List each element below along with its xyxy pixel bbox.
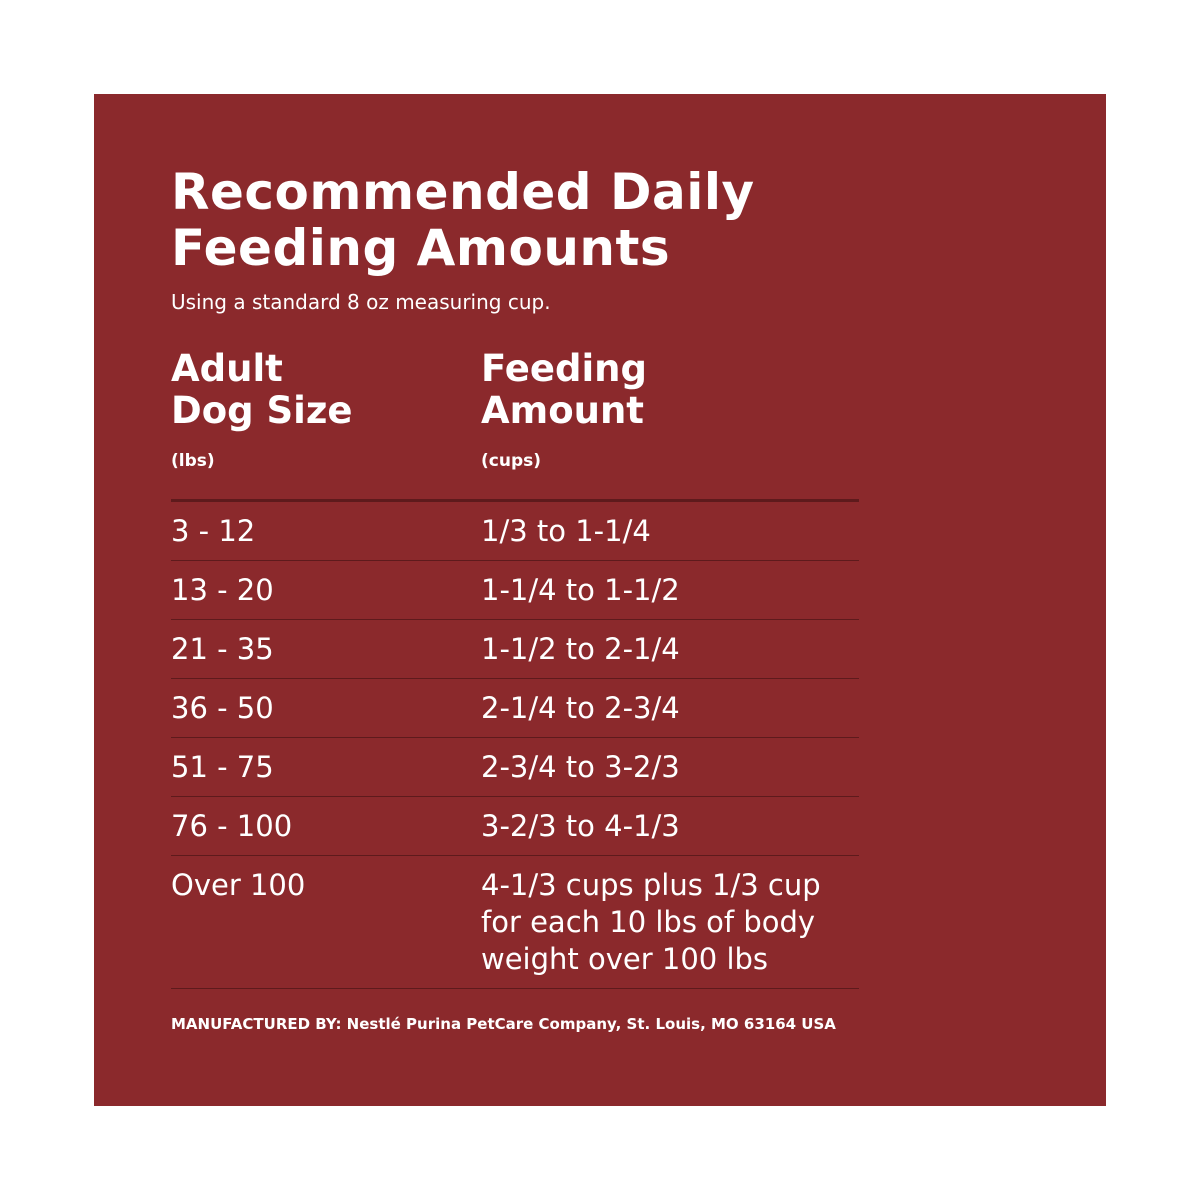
feeding-amount-cell: 1/3 to 1-1/4 [481,514,651,548]
dog-size-cell: 76 - 100 [171,809,293,843]
dog-size-cell: 36 - 50 [171,691,274,725]
table-row: 76 - 100 3-2/3 to 4-1/3 [171,797,859,856]
feeding-amount-cell: 1-1/4 to 1-1/2 [481,573,680,607]
dog-size-cell: 3 - 12 [171,514,256,548]
column-unit-cups: (cups) [481,451,542,471]
title-line-2: Feeding Amounts [171,219,671,277]
column-header-feeding-amount-line-2: Amount [481,389,644,432]
feeding-amount-cell: 4-1/3 cups plus 1/3 cup for each 10 lbs … [481,868,821,976]
table-row: Over 100 4-1/3 cups plus 1/3 cup for eac… [171,856,859,989]
table-row: 3 - 12 1/3 to 1-1/4 [171,502,859,561]
title-line-1: Recommended Daily [171,163,755,221]
feeding-amount-cell: 2-3/4 to 3-2/3 [481,750,680,784]
table-row: 13 - 20 1-1/4 to 1-1/2 [171,561,859,620]
feeding-amount-cell: 3-2/3 to 4-1/3 [481,809,680,843]
feeding-amount-cell: 2-1/4 to 2-3/4 [481,691,680,725]
dog-size-cell: Over 100 [171,868,306,902]
column-header-dog-size-line-2: Dog Size [171,389,353,432]
table-row: 36 - 50 2-1/4 to 2-3/4 [171,679,859,738]
feeding-guide-panel: Recommended Daily Feeding Amounts Using … [94,94,1106,1106]
dog-size-cell: 51 - 75 [171,750,274,784]
dog-size-cell: 13 - 20 [171,573,274,607]
feeding-table: 3 - 12 1/3 to 1-1/4 13 - 20 1-1/4 to 1-1… [171,499,859,989]
feeding-amount-cell: 1-1/2 to 2-1/4 [481,632,680,666]
subtitle: Using a standard 8 oz measuring cup. [171,290,551,314]
dog-size-cell: 21 - 35 [171,632,274,666]
table-row: 21 - 35 1-1/2 to 2-1/4 [171,620,859,679]
manufacturer-note: MANUFACTURED BY: Nestlé Purina PetCare C… [171,1015,836,1033]
column-header-dog-size-line-1: Adult [171,347,283,390]
table-row: 51 - 75 2-3/4 to 3-2/3 [171,738,859,797]
column-unit-lbs: (lbs) [171,451,215,471]
page-title: Recommended Daily Feeding Amounts [171,164,755,276]
column-header-feeding-amount: Feeding Amount (cups) [481,348,647,472]
column-header-dog-size: Adult Dog Size (lbs) [171,348,352,472]
column-header-feeding-amount-line-1: Feeding [481,347,647,390]
